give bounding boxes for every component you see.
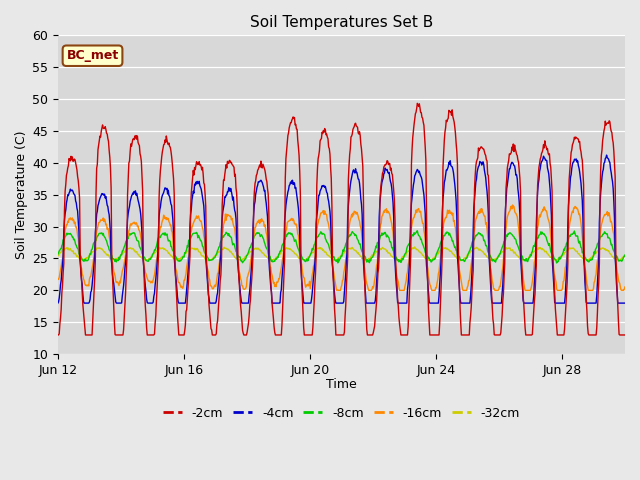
Text: BC_met: BC_met xyxy=(67,49,118,62)
Legend: -2cm, -4cm, -8cm, -16cm, -32cm: -2cm, -4cm, -8cm, -16cm, -32cm xyxy=(158,402,525,425)
Y-axis label: Soil Temperature (C): Soil Temperature (C) xyxy=(15,131,28,259)
Title: Soil Temperatures Set B: Soil Temperatures Set B xyxy=(250,15,433,30)
X-axis label: Time: Time xyxy=(326,378,357,391)
